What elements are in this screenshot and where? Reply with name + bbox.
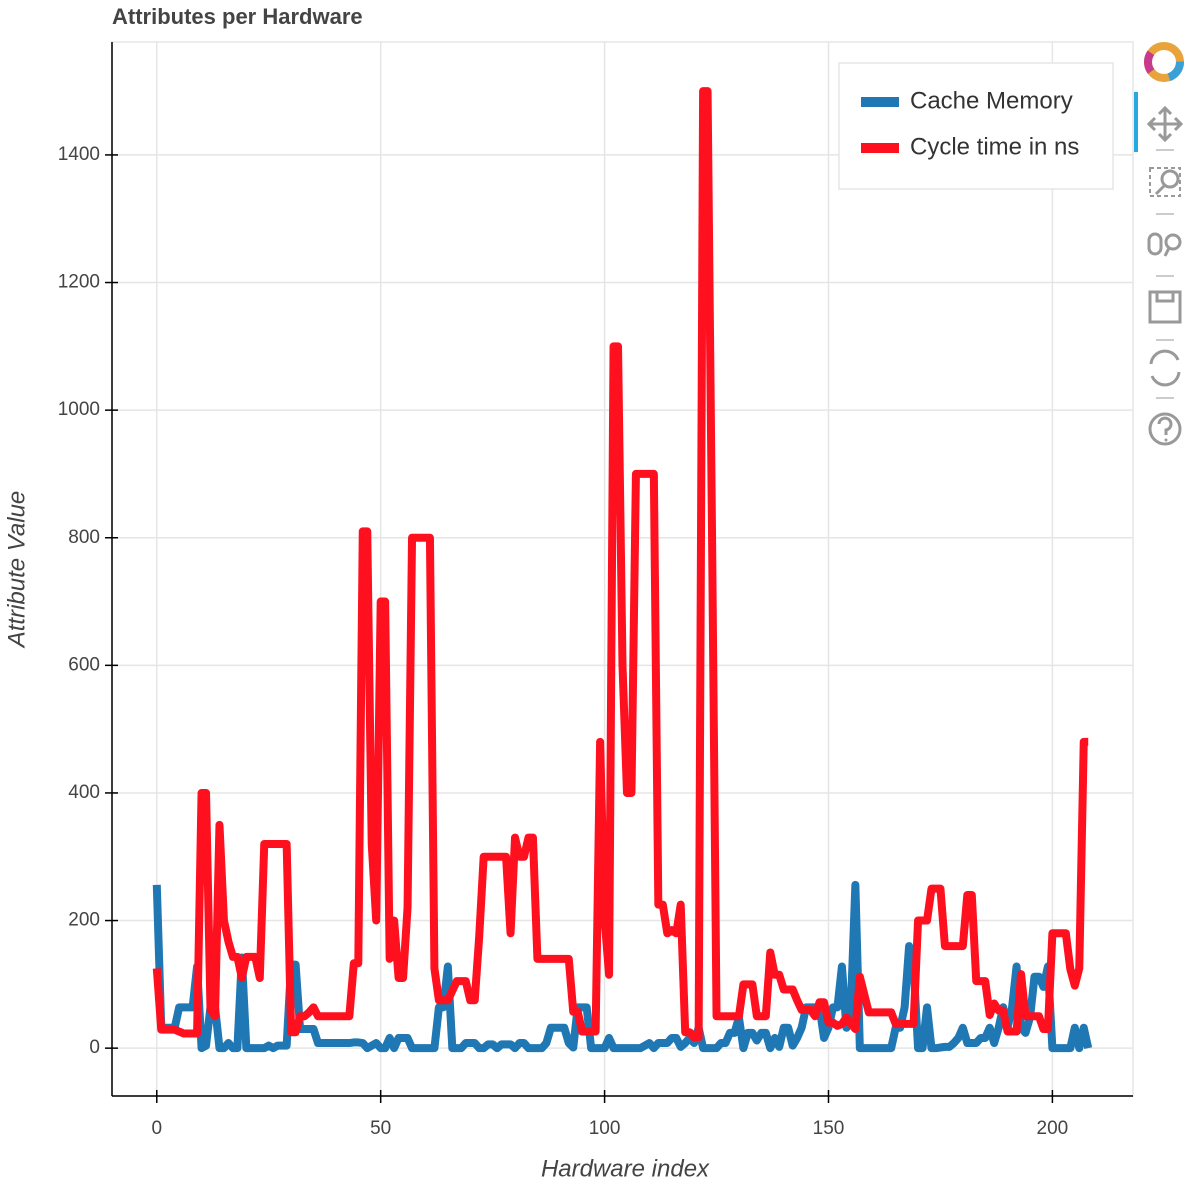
plot-lines [152, 87, 1093, 1053]
bokeh-logo[interactable] [1144, 42, 1184, 82]
data-line [152, 87, 1089, 1042]
axes: 0 200 400 600 800 1000 1200 1400 0 50 100 150 200 [58, 42, 1133, 1139]
y-tick-label: 400 [68, 782, 100, 803]
reset-tool[interactable] [1149, 349, 1181, 387]
wheel-zoom-tool[interactable] [1147, 232, 1182, 257]
y-axis-label: Attribute Value [3, 491, 30, 650]
x-tick-label: 0 [151, 1118, 162, 1139]
save-tool[interactable] [1148, 290, 1182, 324]
active-tool-indicator [1134, 92, 1138, 152]
y-tick-label: 1200 [58, 272, 100, 293]
x-axis-label: Hardware index [541, 1155, 710, 1182]
x-tick-label: 200 [1037, 1118, 1069, 1139]
box-zoom-tool[interactable] [1149, 167, 1181, 197]
toolbar [1134, 42, 1184, 446]
y-tick-label: 1400 [58, 144, 100, 165]
help-tool[interactable] [1148, 412, 1182, 446]
x-tick-label: 100 [589, 1118, 621, 1139]
y-tick-label: 0 [89, 1037, 100, 1058]
legend-box [838, 62, 1114, 190]
y-tick-label: 800 [68, 527, 100, 548]
pan-tool[interactable] [1146, 105, 1184, 143]
y-tick-label: 200 [68, 910, 100, 931]
legend-label: Cycle time in ns [910, 133, 1079, 160]
legend-label: Cache Memory [910, 87, 1073, 114]
data-line [152, 880, 1093, 1053]
chart-title: Attributes per Hardware [112, 4, 363, 29]
y-tick-label: 600 [68, 654, 100, 675]
legend: Cache Memory Cycle time in ns [838, 62, 1114, 190]
x-tick-label: 150 [813, 1118, 845, 1139]
x-tick-label: 50 [370, 1118, 391, 1139]
y-tick-label: 1000 [58, 399, 100, 420]
